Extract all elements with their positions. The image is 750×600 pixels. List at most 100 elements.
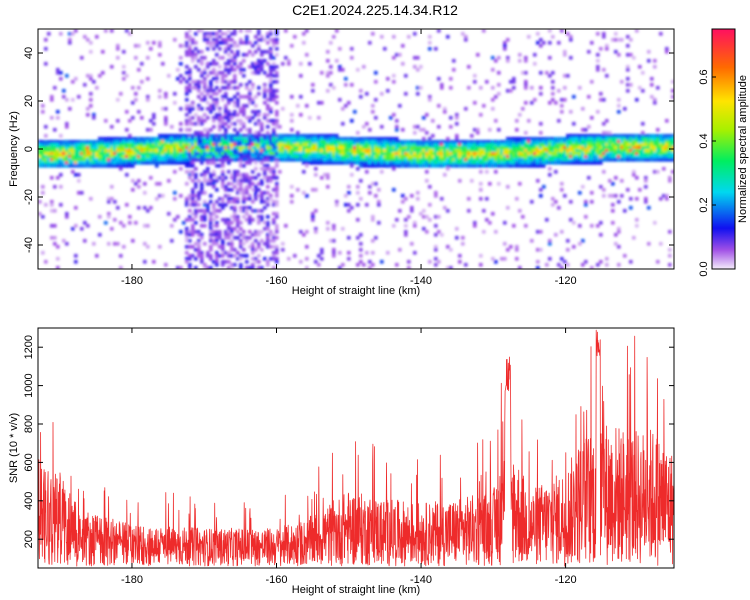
heat-cell	[260, 200, 264, 204]
heat-cell	[179, 128, 183, 132]
heat-cell	[110, 137, 114, 141]
heat-cell	[578, 158, 582, 162]
heat-cell	[179, 143, 183, 147]
heat-cell	[611, 146, 615, 150]
heat-cell	[452, 161, 456, 165]
heat-cell	[128, 164, 132, 168]
heat-cell	[332, 152, 336, 156]
heat-cell	[359, 242, 363, 246]
heat-cell	[203, 152, 207, 156]
heat-cell	[644, 200, 648, 204]
heat-cell	[62, 95, 66, 99]
heat-cell	[98, 155, 102, 159]
heat-cell	[626, 68, 630, 72]
heat-cell	[365, 92, 369, 96]
heat-cell	[521, 107, 525, 111]
heat-cell	[479, 140, 483, 144]
heat-cell	[332, 143, 336, 147]
heat-cell	[251, 233, 255, 237]
heat-cell	[218, 110, 222, 114]
heat-cell	[107, 242, 111, 246]
heat-cell	[392, 74, 396, 78]
heat-cell	[401, 158, 405, 162]
heat-cell	[314, 167, 318, 171]
heat-cell	[635, 143, 639, 147]
heat-cell	[80, 143, 84, 147]
heat-cell	[140, 161, 144, 165]
heat-cell	[545, 137, 549, 141]
heat-cell	[356, 218, 360, 222]
heat-cell	[314, 134, 318, 138]
heat-cell	[77, 155, 81, 159]
heat-cell	[113, 164, 117, 168]
heat-cell	[107, 164, 111, 168]
heat-cell	[539, 152, 543, 156]
heat-cell	[626, 137, 630, 141]
heat-cell	[533, 146, 537, 150]
heat-cell	[245, 116, 249, 120]
heat-cell	[158, 134, 162, 138]
heat-cell	[125, 158, 129, 162]
heat-cell	[440, 164, 444, 168]
heat-cell	[467, 164, 471, 168]
heat-cell	[251, 146, 255, 150]
heat-cell	[512, 155, 516, 159]
heat-cell	[224, 260, 228, 264]
heat-cell	[563, 140, 567, 144]
heat-cell	[668, 179, 672, 183]
heat-cell	[206, 209, 210, 213]
heat-cell	[224, 236, 228, 240]
heat-cell	[356, 161, 360, 165]
heat-cell	[134, 149, 138, 153]
heat-cell	[146, 143, 150, 147]
heat-cell	[224, 113, 228, 117]
heat-cell	[269, 71, 273, 75]
heat-cell	[251, 137, 255, 141]
heat-cell	[272, 65, 276, 69]
heat-cell	[275, 143, 279, 147]
heat-cell	[191, 179, 195, 183]
heat-cell	[260, 65, 264, 69]
heat-cell	[44, 125, 48, 129]
heat-cell	[338, 155, 342, 159]
heat-cell	[623, 143, 627, 147]
heat-cell	[446, 161, 450, 165]
heat-cell	[50, 140, 54, 144]
heat-cell	[248, 266, 252, 269]
heat-cell	[416, 146, 420, 150]
heat-cell	[557, 41, 561, 45]
heat-cell	[623, 155, 627, 159]
heat-cell	[356, 158, 360, 162]
heat-cell	[227, 134, 231, 138]
heat-cell	[128, 32, 132, 36]
heat-cell	[272, 56, 276, 60]
heat-cell	[452, 146, 456, 150]
heat-cell	[56, 152, 60, 156]
heat-cell	[254, 62, 258, 66]
heat-cell	[68, 164, 72, 168]
heat-cell	[659, 149, 663, 153]
heat-cell	[239, 128, 243, 132]
heat-cell	[227, 140, 231, 144]
heat-cell	[632, 146, 636, 150]
heat-cell	[269, 80, 273, 84]
heat-cell	[188, 104, 192, 108]
heat-cell	[224, 32, 228, 36]
heat-cell	[479, 155, 483, 159]
heat-cell	[626, 149, 630, 153]
heat-cell	[338, 149, 342, 153]
heat-cell	[221, 206, 225, 210]
heat-cell	[215, 233, 219, 237]
heat-cell	[284, 155, 288, 159]
heat-cell	[524, 83, 528, 87]
heat-cell	[221, 218, 225, 222]
heat-cell	[266, 233, 270, 237]
heat-cell	[119, 92, 123, 96]
heat-cell	[374, 155, 378, 159]
heat-cell	[431, 146, 435, 150]
heat-cell	[467, 143, 471, 147]
heat-cell	[437, 143, 441, 147]
heat-cell	[485, 158, 489, 162]
heat-cell	[38, 155, 42, 159]
heat-cell	[296, 149, 300, 153]
